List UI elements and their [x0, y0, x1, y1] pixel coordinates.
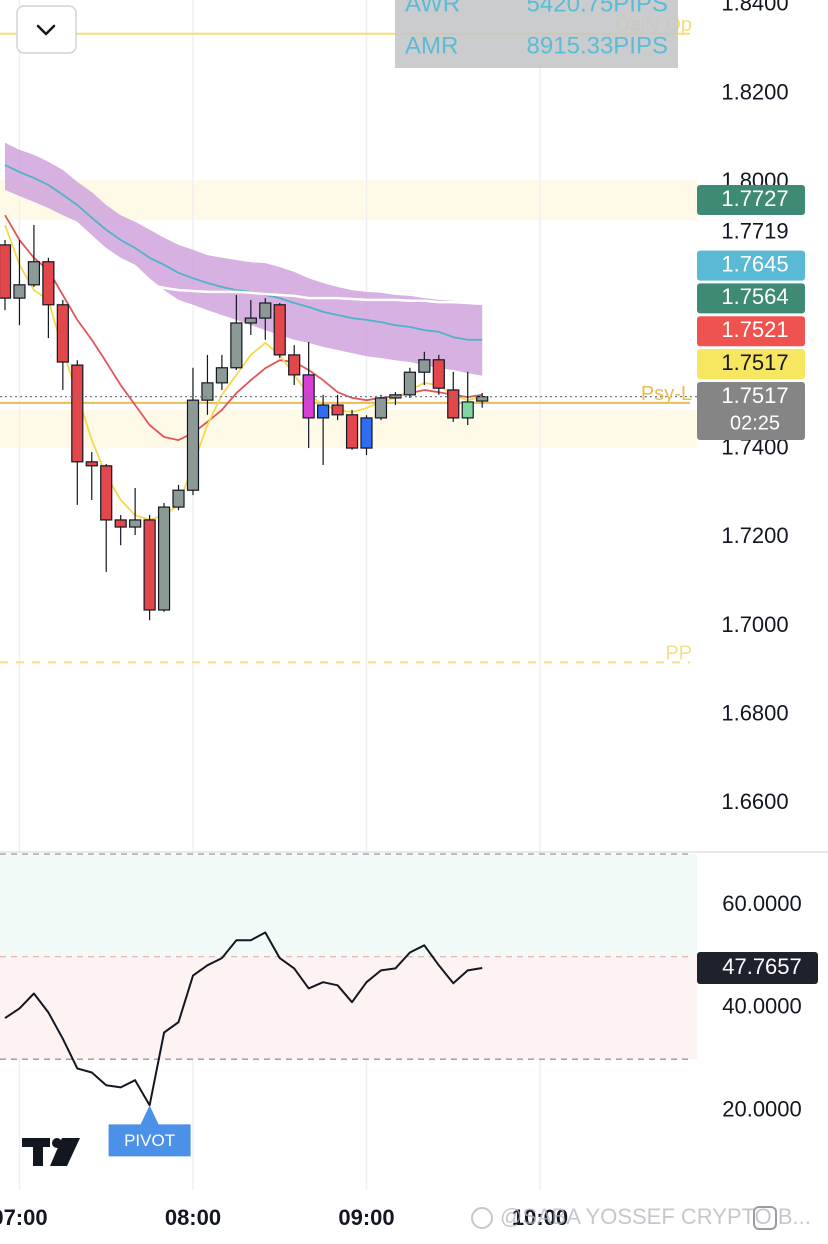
band-area	[5, 142, 483, 376]
price-label: 1.7517	[721, 350, 788, 375]
candle-body	[360, 417, 373, 449]
y-tick-label: 1.8400	[721, 0, 788, 16]
candle-body	[129, 519, 142, 528]
y-tick-label: 1.6800	[721, 701, 788, 726]
watermark: @SABA YOSSEF CRYPTO B...	[471, 1204, 811, 1230]
countdown-label: 02:25	[730, 412, 780, 434]
candle-body	[27, 261, 41, 286]
ma-line	[4, 224, 483, 521]
price-label-box	[697, 217, 805, 248]
current-price-label: 1.7517	[721, 383, 788, 408]
ma-line	[4, 164, 483, 341]
level-label: PP	[665, 643, 692, 665]
lower-zone	[0, 956, 697, 1060]
pivot-label: PIVOT	[124, 1131, 175, 1150]
current-price-box	[697, 382, 805, 440]
price-label-box	[697, 316, 805, 347]
candle-body	[230, 322, 243, 369]
chevron-icon[interactable]	[36, 24, 56, 36]
candle-body	[288, 354, 301, 376]
y-tick-label: 20.0000	[722, 1096, 802, 1121]
y-tick-label: 1.7200	[721, 523, 788, 548]
watermark-icon	[471, 1207, 493, 1229]
candle-body	[302, 374, 315, 419]
candle-body	[244, 317, 257, 324]
x-tick-label: 07:00	[0, 1205, 48, 1230]
last-value-box	[697, 952, 818, 985]
candle-body	[403, 371, 416, 396]
candle-body	[215, 367, 228, 384]
logo-stem	[33, 1138, 43, 1166]
ma-line	[149, 283, 483, 306]
candle-body	[186, 399, 200, 491]
overlay-table: AWR 5420.75PIPS AMR 8915.33PIPS	[395, 0, 678, 68]
price-label-box	[697, 349, 805, 379]
x-tick-label: 10:00	[512, 1205, 568, 1230]
menu-button[interactable]	[16, 5, 77, 54]
candle-body	[114, 519, 127, 528]
price-label: 1.7521	[721, 317, 788, 342]
level-label: Psy-L	[641, 383, 692, 405]
y-tick-label: 40.0000	[722, 994, 802, 1019]
candle-body	[273, 304, 286, 356]
last-value-label: 47.7657	[722, 954, 802, 979]
menu-button-box[interactable]	[16, 5, 77, 54]
candle-body	[172, 489, 185, 508]
candle-body	[71, 364, 84, 463]
y-tick-label: 1.8200	[721, 79, 788, 104]
pivot-marker	[108, 1105, 191, 1157]
x-tick-label: 08:00	[165, 1205, 221, 1230]
candle-body	[447, 389, 460, 419]
price-label: 1.7727	[721, 186, 788, 211]
candle-body	[418, 359, 431, 373]
price-label: 1.7645	[721, 251, 788, 276]
candle-body	[143, 519, 156, 611]
y-tick-label: 1.6600	[721, 789, 788, 814]
candle-body	[13, 284, 26, 299]
candle-body	[476, 396, 489, 402]
overlay-value: 5420.75PIPS	[527, 0, 668, 17]
candle-body	[259, 302, 272, 319]
background-layer	[0, 0, 697, 1190]
candle-body	[374, 397, 388, 419]
overlay-value: 8915.33PIPS	[527, 32, 668, 59]
candle-body	[461, 401, 474, 419]
screenshot-icon[interactable]	[753, 1206, 777, 1230]
upper-zone	[0, 854, 697, 957]
candle-body	[432, 359, 445, 389]
overlay-label: AMR	[405, 32, 458, 59]
candle-body	[345, 414, 359, 449]
candle-body	[85, 461, 98, 467]
candle-body	[56, 304, 69, 363]
candle-body	[317, 404, 330, 419]
plot-layer	[0, 142, 697, 1107]
logo-slash	[50, 1138, 80, 1166]
candle-body	[201, 382, 214, 401]
candle-body	[157, 506, 171, 611]
price-label: 1.7564	[721, 284, 788, 309]
y-tick-label: 60.0000	[722, 891, 802, 916]
price-label: 1.7719	[721, 219, 788, 244]
candle-body	[100, 465, 113, 521]
candle-body	[42, 261, 55, 306]
price-label-box	[697, 250, 805, 281]
overlay-box	[395, 0, 678, 68]
rsi-line	[4, 931, 483, 1107]
overlay-label: AWR	[405, 0, 460, 17]
tradingview-logo	[22, 1138, 80, 1166]
price-label-box	[697, 283, 805, 314]
candle-body	[331, 404, 344, 416]
price-label-box	[697, 185, 805, 215]
candle-body	[0, 244, 12, 299]
y-tick-label: 1.7000	[721, 612, 788, 637]
x-tick-label: 09:00	[338, 1205, 394, 1230]
